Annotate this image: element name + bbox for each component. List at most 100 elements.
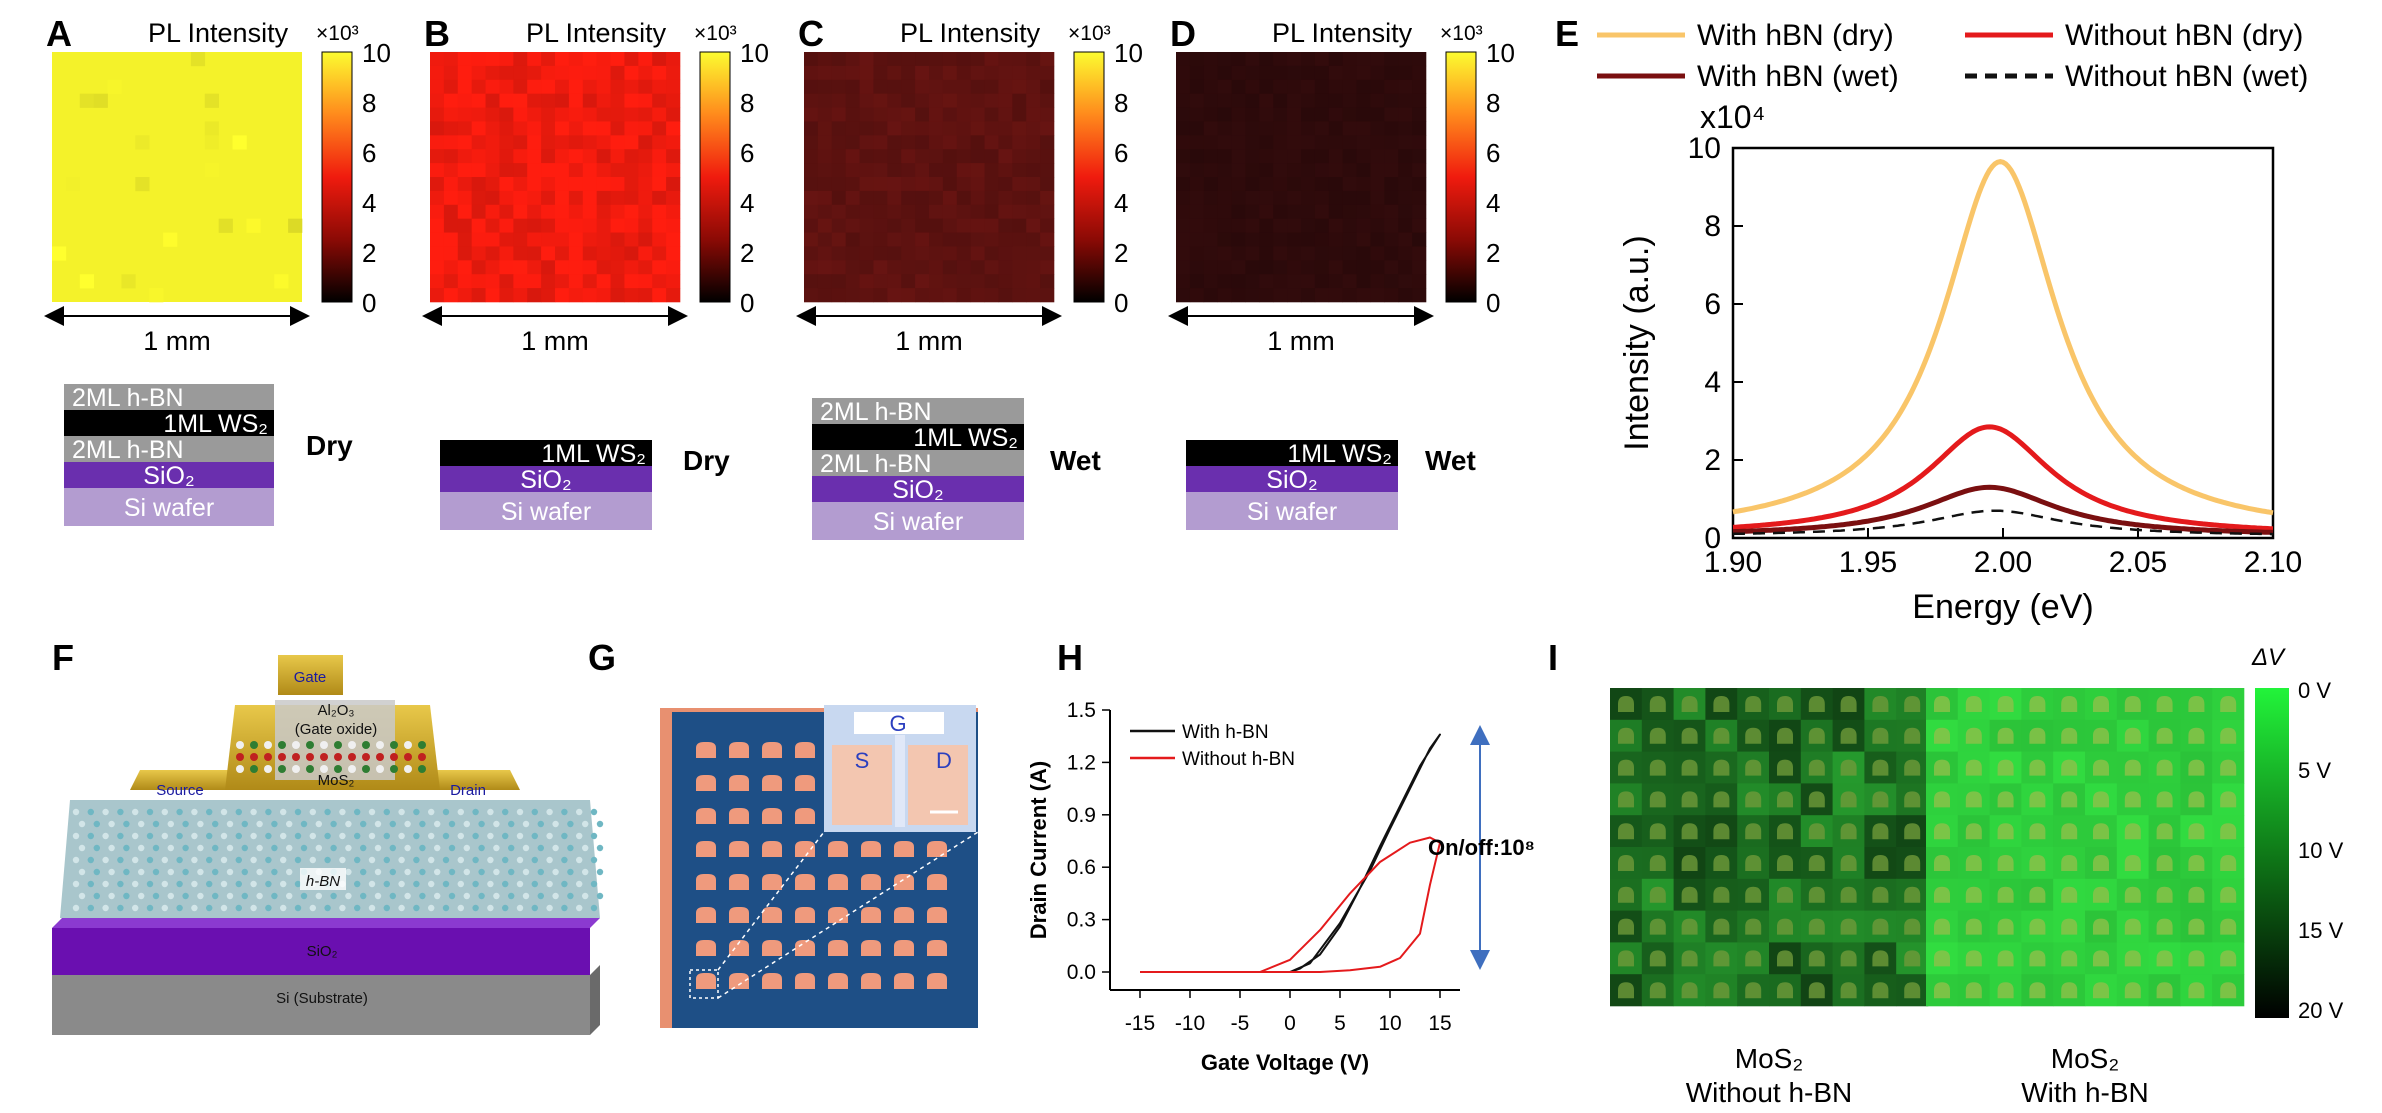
map-pixel (527, 65, 542, 81)
map-pixel (1012, 288, 1027, 303)
map-pixel (998, 65, 1013, 81)
map-pixel (1328, 246, 1343, 261)
hbn-atom (561, 904, 568, 912)
map-pixel (942, 163, 958, 178)
map-pixel (859, 190, 874, 206)
map-pixel (624, 65, 639, 81)
hbn-atom (398, 832, 405, 840)
stack-layer-label: 2ML h-BN (72, 384, 184, 412)
hbn-atom (256, 844, 263, 852)
map-pixel (1328, 218, 1343, 233)
device-pad (795, 808, 815, 824)
map-pixel (970, 288, 985, 303)
hbn-atom (309, 832, 316, 840)
map-pixel (845, 149, 860, 164)
map-device-pad (2220, 918, 2237, 935)
map-device-pad (1649, 727, 1666, 744)
map-device-pad (2029, 855, 2046, 871)
map-pixel (901, 260, 916, 275)
map-pixel (1176, 65, 1191, 81)
map-device-pad (1618, 950, 1634, 967)
map-pixel (984, 232, 999, 247)
device-pad (729, 973, 749, 989)
map-pixel (1231, 288, 1246, 303)
mos2-atom (404, 741, 412, 749)
map-pixel (596, 246, 611, 261)
map-pixel (135, 93, 150, 108)
map-pixel (1384, 93, 1399, 108)
stack-layer-label: Si wafer (124, 494, 214, 522)
hbn-atom (345, 820, 352, 828)
map-pixel (1040, 79, 1055, 94)
map-pixel (887, 218, 902, 233)
mos2-atom (264, 753, 272, 761)
map-pixel (956, 190, 971, 206)
hbn-atom (108, 844, 115, 852)
y-tick-label: 6 (1704, 288, 1721, 321)
map-pixel (942, 65, 958, 81)
y-tick-label: 2 (1704, 444, 1721, 477)
hbn-atom (102, 880, 109, 888)
mos2-atom (334, 765, 342, 773)
map-pixel (901, 135, 916, 150)
map-pixel (887, 204, 902, 219)
hbn-atom (161, 808, 168, 816)
map-pixel (1273, 163, 1288, 178)
hbn-atom (463, 868, 470, 876)
map-pixel (1231, 65, 1246, 81)
map-pixel (1370, 204, 1385, 219)
map-device-pad (1904, 886, 1921, 903)
map-pixel (804, 218, 819, 233)
colorbar-tick: 8 (1114, 88, 1128, 118)
map-pixel (430, 260, 445, 275)
map-device-pad (2029, 918, 2046, 935)
map-pixel (541, 274, 556, 289)
hbn-atom (161, 832, 168, 840)
map-pixel (471, 204, 486, 219)
colorbar-tick: 0 V (2298, 678, 2331, 703)
hbn-atom (463, 892, 470, 900)
hbn-atom (596, 868, 604, 876)
map-pixel (1040, 121, 1055, 136)
map-pixel (1314, 177, 1330, 192)
map-pixel (652, 107, 667, 122)
map-pixel (817, 274, 833, 289)
map-pixel (485, 65, 500, 81)
mos2-atom (264, 741, 272, 749)
hbn-atom (250, 832, 257, 840)
map-device-pad (2156, 727, 2173, 744)
map-pixel (831, 246, 846, 261)
map-pixel (513, 107, 528, 122)
map-pixel (527, 79, 542, 94)
pl-colorbar (1073, 51, 1105, 303)
map-device-pad (1840, 918, 1857, 935)
panel-label-h: H (1057, 637, 1083, 678)
hbn-atom (87, 904, 95, 912)
map-pixel (817, 190, 833, 206)
map-pixel (430, 52, 445, 67)
hbn-atom (552, 820, 559, 828)
map-pixel (887, 163, 902, 178)
hbn-atom (383, 856, 390, 864)
map-pixel (1287, 288, 1302, 303)
map-pixel (1217, 274, 1232, 289)
map-pixel (1356, 107, 1371, 122)
stack-layer-label: SiO₂ (1266, 466, 1317, 494)
map-pixel (1384, 135, 1399, 150)
map-device-pad (1808, 791, 1825, 808)
hbn-atom (294, 832, 302, 840)
map-pixel (817, 163, 833, 178)
map-pixel (1231, 218, 1246, 233)
map-pixel (541, 177, 556, 192)
map-pixel (652, 163, 667, 178)
map-device-pad (1681, 823, 1698, 840)
map-pixel (831, 177, 846, 192)
map-pixel (1412, 246, 1427, 261)
map-pixel (1384, 274, 1399, 289)
hbn-atom (197, 892, 204, 900)
map-pixel (984, 218, 999, 233)
map-pixel (956, 163, 971, 178)
map-device-pad (2029, 982, 2046, 999)
map-device-pad (2188, 759, 2205, 776)
device-pad (696, 874, 716, 890)
